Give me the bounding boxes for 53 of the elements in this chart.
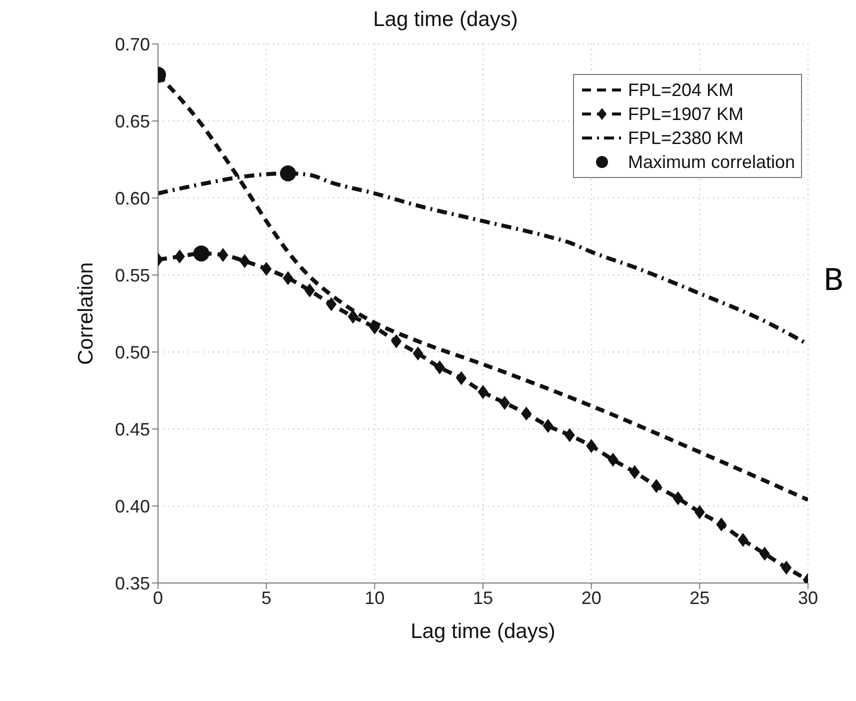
- point: [608, 452, 618, 467]
- y-tick-label: 0.50: [114, 342, 150, 362]
- point: [781, 560, 792, 575]
- y-tick-label: 0.60: [114, 188, 150, 208]
- point: [193, 245, 210, 262]
- y-axis-title: Correlation: [74, 262, 98, 365]
- point: [456, 371, 467, 386]
- point: [348, 310, 358, 324]
- point: [716, 517, 727, 532]
- point: [412, 346, 424, 361]
- x-tick-label: 10: [364, 588, 385, 608]
- point: [434, 360, 445, 374]
- y-tick-label: 0.45: [114, 419, 150, 440]
- legend-label: FPL=2380 KM: [628, 127, 744, 150]
- x-tick-label: 15: [472, 588, 494, 608]
- y-tick-label: 0.35: [114, 573, 150, 594]
- point: [369, 320, 380, 334]
- x-tick-label: 5: [261, 588, 272, 608]
- x-axis-title: Lag time (days): [410, 620, 556, 643]
- point: [521, 406, 532, 421]
- point: [629, 465, 640, 480]
- point: [239, 254, 250, 268]
- point: [280, 165, 296, 182]
- text: Lag time (days): [372, 8, 519, 32]
- point: [282, 271, 294, 286]
- point: [326, 297, 337, 312]
- legend-label: FPL=1907 KM: [628, 103, 744, 126]
- point: [304, 283, 315, 298]
- point: [694, 505, 705, 520]
- point: [672, 491, 684, 506]
- x-tick-label: 0: [152, 588, 164, 608]
- legend-label: Maximum correlation: [628, 151, 795, 174]
- y-tick-label: 0.70: [114, 34, 150, 54]
- point: [174, 250, 185, 264]
- point: [759, 546, 770, 561]
- y-tick-label: 0.55: [114, 265, 150, 286]
- point: [391, 334, 402, 348]
- point: [478, 385, 488, 400]
- point: [586, 438, 597, 453]
- x-tick-label: 20: [581, 588, 602, 608]
- y-tick-label: 0.65: [114, 111, 150, 132]
- point: [651, 478, 662, 493]
- point: [564, 428, 575, 442]
- x-tick-label: 30: [798, 588, 818, 608]
- point: [738, 532, 748, 547]
- legend-label: FPL=204 KM: [628, 79, 734, 102]
- point: [218, 248, 228, 262]
- y-tick-label: 0.40: [114, 496, 150, 516]
- point: [499, 396, 510, 410]
- point: [261, 262, 272, 276]
- text: B: [823, 263, 844, 298]
- point: [542, 418, 554, 433]
- x-tick-label: 25: [690, 588, 710, 608]
